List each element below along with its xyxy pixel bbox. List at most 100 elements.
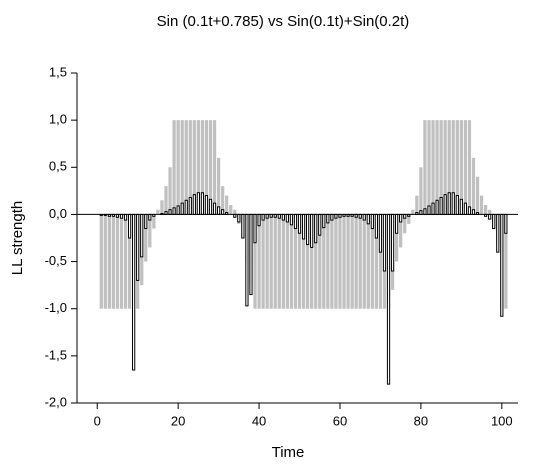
- bar: [338, 214, 342, 309]
- y-tick-label: -1,5: [45, 347, 67, 362]
- bar: [346, 214, 350, 309]
- bar: [99, 214, 103, 309]
- bar: [261, 214, 265, 309]
- bar: [427, 120, 431, 215]
- bar: [455, 120, 459, 215]
- bar: [330, 213, 334, 221]
- bar: [297, 214, 302, 309]
- bar: [403, 213, 407, 219]
- bar: [289, 213, 294, 226]
- bar: [390, 213, 395, 272]
- bar: [123, 213, 128, 221]
- bar: [184, 120, 188, 215]
- bar: [370, 213, 374, 230]
- bar: [318, 214, 322, 309]
- bar: [192, 194, 196, 215]
- bar: [358, 214, 362, 309]
- bar: [322, 213, 326, 229]
- bar: [306, 213, 310, 246]
- bar: [103, 214, 107, 309]
- bar: [107, 214, 111, 309]
- y-axis-title: LL strength: [9, 201, 26, 276]
- bar: [395, 213, 399, 234]
- bar: [208, 198, 213, 215]
- bar: [350, 214, 354, 309]
- bar: [132, 213, 136, 371]
- bar: [451, 120, 455, 215]
- y-tick-label: -2,0: [45, 394, 67, 409]
- bar: [326, 214, 330, 309]
- x-tick-label: 80: [414, 413, 428, 428]
- bar: [504, 213, 508, 234]
- bar: [435, 120, 439, 215]
- y-tick-label: 1,0: [49, 112, 67, 127]
- bar: [196, 120, 200, 215]
- bar: [212, 202, 217, 215]
- bar: [439, 120, 443, 215]
- bar: [467, 120, 472, 215]
- bar: [471, 157, 476, 215]
- bar: [148, 214, 152, 248]
- bar: [467, 206, 472, 215]
- bar: [334, 213, 338, 219]
- bar: [257, 213, 261, 227]
- bar: [484, 205, 488, 215]
- bar: [395, 214, 399, 262]
- bar: [229, 205, 233, 215]
- bar: [265, 213, 269, 219]
- bar: [374, 213, 379, 239]
- bar: [136, 213, 140, 281]
- bar: [451, 192, 455, 215]
- bar: [318, 213, 322, 236]
- bar: [269, 214, 273, 309]
- bar: [419, 167, 423, 215]
- bar: [362, 213, 366, 221]
- bar: [326, 213, 330, 224]
- x-tick-label: 100: [491, 413, 513, 428]
- bar: [168, 209, 172, 215]
- bar: [204, 195, 209, 215]
- bar: [342, 214, 346, 309]
- bar: [111, 214, 116, 309]
- bar: [221, 209, 225, 215]
- bar: [119, 213, 124, 219]
- bar: [415, 195, 419, 215]
- bar: [407, 214, 411, 224]
- bar: [459, 198, 463, 215]
- bar: [273, 214, 277, 309]
- bar: [358, 213, 362, 219]
- bar: [447, 120, 451, 215]
- bar: [378, 213, 383, 253]
- bar: [265, 214, 269, 309]
- bar: [277, 214, 281, 309]
- bar: [196, 192, 200, 215]
- bar: [115, 214, 120, 309]
- y-tick-label: -0,5: [45, 253, 67, 268]
- bar: [362, 214, 366, 309]
- x-axis-title: Time: [272, 444, 305, 461]
- bar: [261, 213, 265, 221]
- bar: [305, 214, 310, 309]
- bar: [459, 120, 463, 215]
- bar: [188, 196, 192, 215]
- bar: [225, 195, 229, 215]
- bar: [443, 120, 447, 215]
- bar: [277, 213, 281, 219]
- bar: [504, 214, 508, 309]
- bar: [285, 213, 289, 223]
- bar: [378, 214, 383, 309]
- bar: [366, 214, 370, 309]
- bar: [127, 214, 132, 309]
- bar: [488, 209, 492, 215]
- bar: [314, 213, 318, 244]
- bar: [172, 207, 176, 215]
- bar: [249, 213, 253, 296]
- bar: [463, 202, 468, 215]
- bar: [184, 199, 188, 215]
- bar: [241, 213, 245, 239]
- bar: [233, 209, 237, 215]
- bar: [439, 196, 443, 215]
- bar: [164, 186, 168, 215]
- bar: [334, 214, 338, 309]
